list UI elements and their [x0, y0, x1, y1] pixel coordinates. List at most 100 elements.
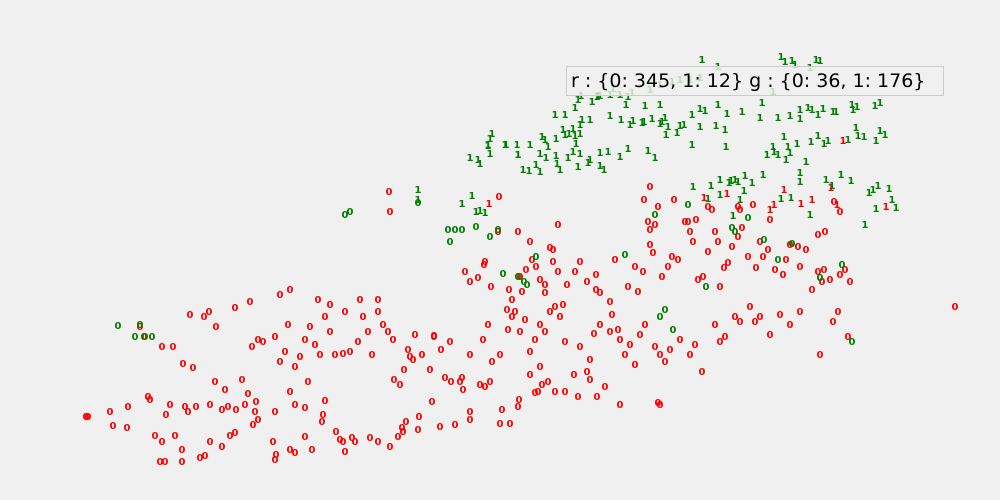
- data-point-242: 0: [687, 227, 694, 238]
- data-point-110: 0: [489, 357, 496, 368]
- data-point-412: 1: [805, 103, 812, 114]
- data-point-93: 0: [365, 327, 372, 338]
- data-point-369: 1: [778, 52, 785, 63]
- data-point-158: 0: [837, 270, 844, 281]
- data-point-446: 1: [645, 146, 652, 157]
- data-point-455: 1: [557, 165, 564, 176]
- data-point-35: 0: [273, 450, 280, 461]
- data-point-399: 1: [665, 122, 672, 133]
- data-point-39: 0: [302, 432, 309, 443]
- data-point-411: 1: [797, 105, 804, 116]
- data-point-516: 1: [459, 199, 466, 210]
- data-point-40: 0: [309, 445, 316, 456]
- data-point-136: 0: [657, 350, 664, 361]
- data-point-390: 1: [552, 110, 559, 121]
- data-point-241: 0: [682, 217, 689, 228]
- data-point-525: 1: [618, 115, 625, 126]
- data-point-400: 1: [677, 121, 684, 132]
- data-point-474: 1: [562, 130, 569, 141]
- data-point-188: 0: [532, 388, 539, 399]
- data-point-493: 1: [886, 184, 893, 195]
- data-point-185: 0: [487, 377, 494, 388]
- data-point-326: 1: [883, 202, 890, 213]
- data-point-544: 1: [630, 116, 637, 127]
- data-point-77: 0: [277, 357, 284, 368]
- data-point-459: 1: [537, 167, 544, 178]
- data-point-392: 1: [607, 111, 614, 122]
- data-point-346: 0: [500, 269, 507, 280]
- data-point-430: 1: [783, 155, 790, 166]
- data-point-80: 0: [292, 362, 299, 373]
- data-point-126: 0: [587, 355, 594, 366]
- data-point-114: 0: [512, 307, 519, 318]
- data-point-374: 1: [813, 55, 820, 66]
- data-point-540: 1: [657, 119, 664, 130]
- data-point-549: 1: [554, 159, 561, 170]
- data-point-327: 1: [828, 183, 835, 194]
- data-point-320: 1: [781, 185, 788, 196]
- data-point-362: 0: [775, 255, 782, 266]
- data-point-259: 0: [783, 255, 790, 266]
- data-point-17: 0: [219, 405, 226, 416]
- data-point-499: 1: [797, 177, 804, 188]
- data-point-143: 0: [712, 320, 719, 331]
- data-point-484: 1: [797, 168, 804, 179]
- data-point-167: 0: [277, 290, 284, 301]
- data-point-301: 0: [537, 362, 544, 373]
- data-point-196: 0: [584, 367, 591, 378]
- data-point-325: 1: [840, 136, 847, 147]
- data-point-299: 0: [717, 282, 724, 293]
- data-point-463: 1: [485, 141, 492, 152]
- data-point-491: 1: [870, 185, 877, 196]
- data-point-171: 0: [357, 295, 364, 306]
- data-point-150: 0: [757, 312, 764, 323]
- data-point-170: 0: [342, 307, 349, 318]
- data-point-233: 0: [640, 267, 647, 278]
- data-point-149: 0: [752, 317, 759, 328]
- data-point-108: 0: [480, 335, 487, 346]
- data-point-451: 1: [585, 158, 592, 169]
- data-point-304: 0: [467, 407, 474, 418]
- data-point-436: 1: [742, 171, 749, 182]
- data-point-229: 0: [612, 255, 619, 266]
- data-point-353: 0: [657, 312, 664, 323]
- data-point-249: 0: [721, 263, 728, 274]
- data-point-538: 1: [713, 121, 720, 132]
- data-point-309: 0: [340, 437, 347, 448]
- data-point-393: 1: [623, 100, 630, 111]
- data-point-251: 0: [729, 242, 736, 253]
- data-point-172: 0: [375, 295, 382, 306]
- data-point-312: 0: [302, 403, 309, 414]
- data-point-354: 0: [662, 305, 669, 316]
- data-point-131: 0: [622, 350, 629, 361]
- data-point-447: 1: [652, 153, 659, 164]
- data-point-225: 0: [577, 257, 584, 268]
- data-point-318: 0: [212, 377, 219, 388]
- data-point-517: 1: [469, 191, 476, 202]
- data-point-553: 1: [553, 134, 560, 145]
- data-point-38: 0: [292, 448, 299, 459]
- data-point-13: 0: [182, 402, 189, 413]
- data-point-274: 0: [615, 325, 622, 336]
- data-point-192: 0: [552, 387, 559, 398]
- data-point-427: 1: [808, 137, 815, 148]
- data-point-522: 1: [485, 140, 492, 151]
- data-point-86: 0: [322, 312, 329, 323]
- data-point-387: 1: [575, 95, 582, 106]
- data-point-527: 1: [657, 100, 664, 111]
- data-point-389: 1: [562, 110, 569, 121]
- data-point-492: 1: [875, 181, 882, 192]
- data-point-530: 1: [850, 105, 857, 116]
- data-point-222: 0: [555, 267, 562, 278]
- data-point-403: 1: [702, 106, 709, 117]
- data-point-425: 1: [825, 136, 832, 147]
- data-point-281: 0: [737, 205, 744, 216]
- counts-annotation: r : {0: 345, 1: 12} g : {0: 36, 1: 176}: [566, 66, 944, 96]
- data-point-278: 0: [693, 215, 700, 226]
- data-point-88: 0: [332, 350, 339, 361]
- data-point-469: 1: [514, 140, 521, 151]
- data-point-146: 0: [732, 312, 739, 323]
- data-point-255: 0: [760, 252, 767, 263]
- data-point-238: 0: [665, 262, 672, 273]
- data-point-78: 0: [282, 347, 289, 358]
